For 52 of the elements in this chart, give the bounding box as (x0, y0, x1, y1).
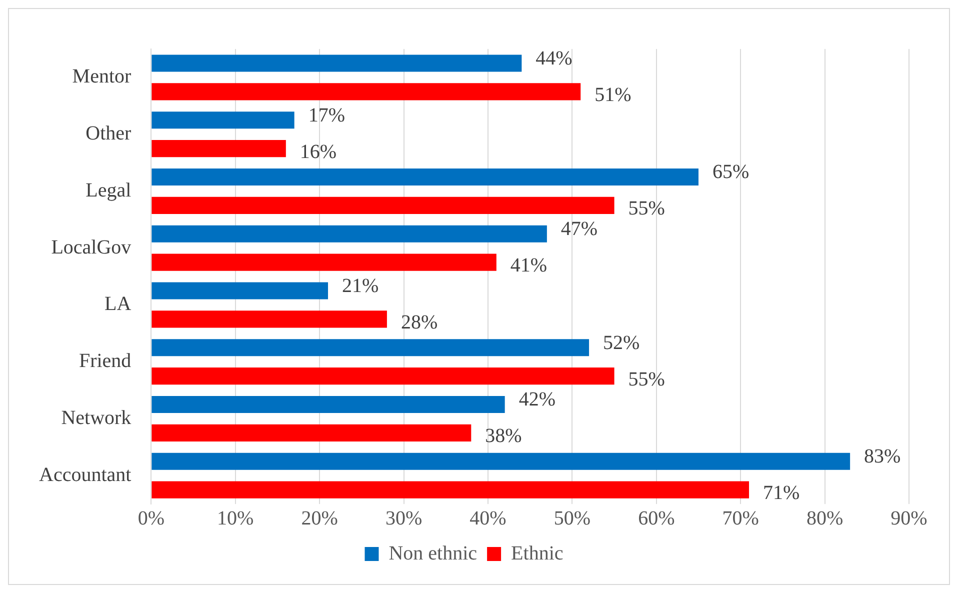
data-label: 51% (594, 84, 632, 106)
data-label: 55% (628, 368, 665, 390)
bar (152, 310, 387, 328)
bar (152, 112, 294, 129)
bar (152, 140, 286, 158)
y-tick-label: Other (86, 122, 132, 145)
x-tick-label: 20% (301, 507, 338, 530)
data-label: 41% (510, 254, 548, 277)
data-label: 71% (763, 482, 800, 504)
y-tick-label: Accountant (39, 464, 132, 486)
data-label: 83% (864, 446, 901, 468)
x-tick-label: 30% (385, 507, 422, 530)
y-tick-label: Network (61, 406, 132, 429)
data-label: 55% (628, 198, 665, 220)
data-label: 52% (603, 332, 640, 354)
x-tick-label: 40% (470, 507, 506, 530)
x-tick-label: 70% (722, 507, 759, 530)
bar (152, 368, 614, 385)
data-label: 16% (300, 140, 337, 163)
x-tick-label: 0% (138, 507, 165, 530)
x-tick-label: 50% (554, 507, 591, 530)
y-tick-label: LA (104, 293, 132, 316)
y-tick-label: Mentor (72, 66, 132, 88)
x-tick-label: 80% (806, 507, 844, 530)
x-tick-label: 90% (890, 507, 928, 530)
bar (152, 481, 750, 498)
bar (152, 396, 505, 413)
data-label: 44% (536, 47, 572, 70)
bar (152, 282, 328, 300)
bar (152, 452, 850, 470)
bar (152, 339, 590, 356)
data-label: 21% (342, 274, 379, 297)
y-tick-label: Friend (78, 350, 132, 372)
legend-label: Ethnic (511, 542, 564, 564)
data-label: 17% (308, 104, 345, 126)
data-label: 28% (400, 311, 438, 334)
y-tick-label: Legal (86, 179, 132, 202)
legend-label: Non ethnic (388, 542, 478, 564)
bar (152, 254, 496, 271)
data-label: 38% (485, 425, 522, 448)
x-tick-label: 60% (638, 507, 675, 530)
bar (152, 83, 581, 100)
bar (152, 168, 698, 186)
x-tick-label: 10% (217, 507, 254, 530)
bar (152, 424, 472, 442)
bar (152, 54, 522, 72)
data-label: 42% (518, 388, 556, 411)
bar (152, 196, 614, 214)
data-label: 47% (560, 218, 598, 240)
y-tick-label: LocalGov (51, 236, 132, 258)
data-label: 65% (712, 161, 750, 184)
bar (152, 225, 547, 242)
